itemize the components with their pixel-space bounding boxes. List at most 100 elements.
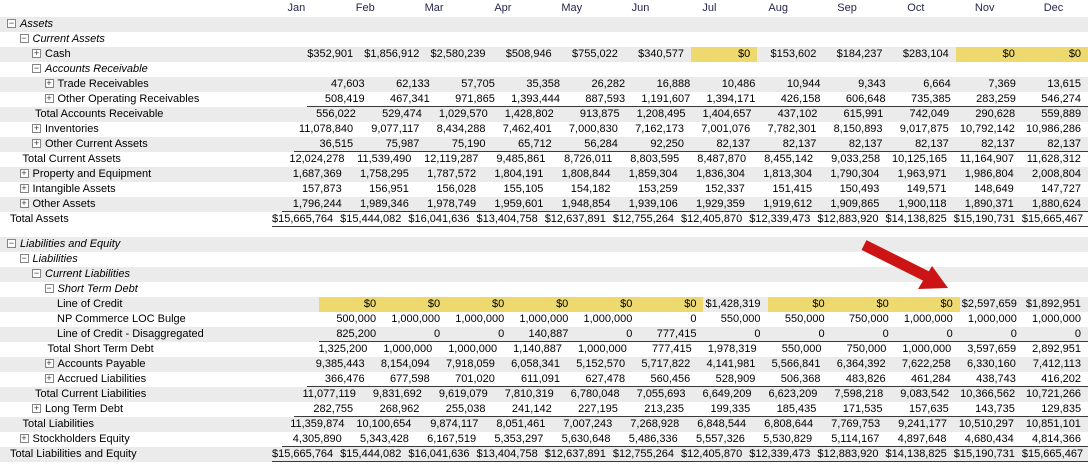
value-cell[interactable]: 1,394,171 <box>697 92 763 107</box>
value-cell[interactable]: 742,049 <box>909 108 950 120</box>
value-cell[interactable]: 9,385,443 <box>315 358 365 370</box>
value-cell[interactable]: 199,335 <box>691 402 758 417</box>
value-cell[interactable] <box>474 237 542 252</box>
value-cell[interactable]: 6,649,209 <box>702 388 752 400</box>
value-cell[interactable]: 283,259 <box>957 92 1023 107</box>
value-cell[interactable] <box>1020 237 1088 252</box>
value-cell[interactable]: 5,630,648 <box>550 432 618 447</box>
value-cell[interactable]: 1,208,495 <box>636 108 686 120</box>
value-cell[interactable] <box>618 32 685 47</box>
value-cell[interactable]: 9,831,692 <box>372 388 422 400</box>
value-cell[interactable]: $0 <box>955 47 1022 62</box>
value-cell[interactable] <box>610 17 678 32</box>
value-cell[interactable]: 6,780,048 <box>570 388 620 400</box>
value-cell[interactable]: $153,602 <box>770 48 817 60</box>
value-cell[interactable]: 0 <box>575 327 640 342</box>
value-cell[interactable]: 1,948,854 <box>550 197 618 212</box>
value-cell[interactable] <box>697 282 762 297</box>
value-cell[interactable]: 8,434,288 <box>436 123 486 135</box>
value-cell[interactable] <box>632 282 697 297</box>
value-cell[interactable]: 56,284 <box>558 137 625 152</box>
value-cell[interactable]: 4,141,981 <box>706 358 756 370</box>
value-cell[interactable] <box>294 267 360 282</box>
value-cell[interactable]: 5,566,841 <box>771 358 821 370</box>
value-cell[interactable]: 62,133 <box>396 78 430 90</box>
value-cell[interactable]: 11,077,119 <box>302 388 356 400</box>
value-cell[interactable]: 1,000,000 <box>583 313 633 325</box>
value-cell[interactable]: 10,721,266 <box>1026 388 1082 400</box>
value-cell[interactable]: $13,404,758 <box>476 447 545 462</box>
value-cell[interactable]: 7,810,319 <box>504 388 554 400</box>
value-cell[interactable]: 5,152,570 <box>576 358 626 370</box>
value-cell[interactable]: 7,007,243 <box>563 418 613 430</box>
value-cell[interactable]: 1,000,000 <box>577 343 627 355</box>
value-cell[interactable] <box>1022 267 1088 282</box>
value-cell[interactable]: 5,486,336 <box>617 432 685 447</box>
value-cell[interactable]: 615,991 <box>843 108 884 120</box>
value-cell[interactable]: 8,487,870 <box>697 153 747 165</box>
value-cell[interactable]: $15,190,731 <box>953 212 1022 227</box>
value-cell[interactable]: 1,790,304 <box>830 168 880 180</box>
value-cell[interactable]: 157,873 <box>301 183 342 195</box>
value-cell[interactable]: 0 <box>1023 327 1088 342</box>
value-cell[interactable]: 1,758,295 <box>359 168 409 180</box>
value-cell[interactable]: 11,164,907 <box>959 153 1014 165</box>
value-cell[interactable]: 9,241,177 <box>898 418 948 430</box>
value-cell[interactable]: $508,946 <box>505 48 552 60</box>
value-cell[interactable]: $283,104 <box>902 48 949 60</box>
value-cell[interactable]: 6,330,160 <box>966 358 1016 370</box>
value-cell[interactable]: 156,028 <box>436 183 477 195</box>
value-cell[interactable]: 506,368 <box>762 372 828 387</box>
value-cell[interactable]: 8,150,893 <box>833 123 883 135</box>
expand-toggle-icon[interactable]: + <box>19 168 29 178</box>
value-cell[interactable]: 10,100,654 <box>356 418 412 430</box>
value-cell[interactable]: 1,000,000 <box>967 313 1017 325</box>
value-cell[interactable]: 282,755 <box>294 402 361 417</box>
value-cell[interactable]: 10,986,286 <box>1026 123 1082 135</box>
expand-toggle-icon[interactable]: + <box>19 198 29 208</box>
value-cell[interactable]: 213,235 <box>624 402 692 417</box>
value-cell[interactable]: 10,510,297 <box>958 418 1014 430</box>
value-cell[interactable]: $12,405,870 <box>681 212 750 227</box>
value-cell[interactable] <box>307 282 372 297</box>
value-cell[interactable] <box>747 17 815 32</box>
value-cell[interactable]: $1,428,319 <box>705 298 761 310</box>
value-cell[interactable] <box>416 32 483 47</box>
value-cell[interactable]: 366,476 <box>306 372 372 387</box>
value-cell[interactable]: 677,598 <box>371 372 437 387</box>
value-cell[interactable]: 750,000 <box>846 343 887 355</box>
value-cell[interactable]: $2,580,239 <box>430 48 486 60</box>
value-cell[interactable] <box>542 17 610 32</box>
value-cell[interactable]: $340,577 <box>638 48 685 60</box>
value-cell[interactable]: 1,890,371 <box>953 197 1021 212</box>
value-cell[interactable]: 157,635 <box>889 402 956 417</box>
value-cell[interactable]: $755,022 <box>571 48 618 60</box>
value-cell[interactable] <box>823 62 889 77</box>
value-cell[interactable]: 6,364,392 <box>836 358 886 370</box>
value-cell[interactable] <box>483 252 550 267</box>
value-cell[interactable]: $0 <box>691 47 758 62</box>
value-cell[interactable]: 13,615 <box>1047 78 1081 90</box>
value-cell[interactable]: $15,665,467 <box>1021 212 1088 227</box>
value-cell[interactable]: 11,628,312 <box>1026 153 1081 165</box>
value-cell[interactable]: $0 <box>319 297 384 312</box>
value-cell[interactable] <box>542 237 610 252</box>
value-cell[interactable]: 0 <box>959 327 1024 342</box>
value-cell[interactable]: 1,808,844 <box>561 168 611 180</box>
expand-toggle-icon[interactable]: + <box>44 78 54 88</box>
value-cell[interactable]: 4,305,890 <box>281 432 349 447</box>
value-cell[interactable]: 8,051,461 <box>496 418 546 430</box>
value-cell[interactable]: $12,339,473 <box>749 447 818 462</box>
value-cell[interactable]: 11,539,490 <box>357 153 412 165</box>
value-cell[interactable] <box>406 17 474 32</box>
value-cell[interactable]: 1,000,000 <box>448 343 498 355</box>
value-cell[interactable]: 611,091 <box>501 372 567 387</box>
value-cell[interactable]: 0 <box>831 327 896 342</box>
value-cell[interactable] <box>958 282 1023 297</box>
value-cell[interactable] <box>502 282 567 297</box>
value-cell[interactable]: 1,836,304 <box>695 168 745 180</box>
value-cell[interactable]: 1,191,607 <box>632 92 698 107</box>
value-cell[interactable]: 143,735 <box>955 402 1022 417</box>
value-cell[interactable]: 1,428,802 <box>504 108 554 120</box>
value-cell[interactable]: 75,190 <box>426 137 493 152</box>
